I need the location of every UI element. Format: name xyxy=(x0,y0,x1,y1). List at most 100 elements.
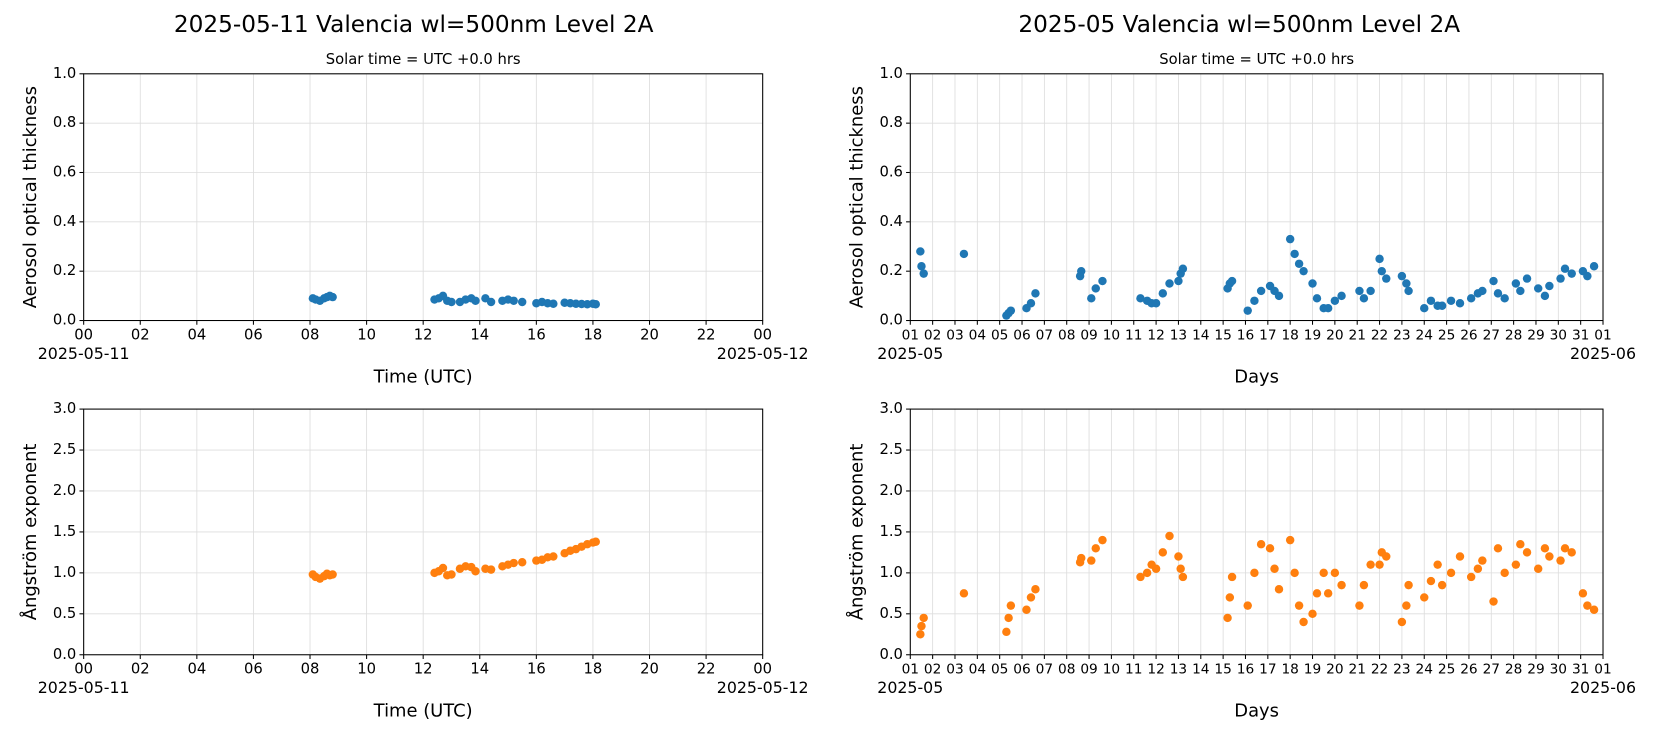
x-date-label: 2025-06 xyxy=(1570,678,1636,697)
point xyxy=(1165,279,1174,288)
plot-frame xyxy=(909,408,1604,656)
point xyxy=(1006,306,1016,315)
point xyxy=(1545,281,1554,291)
point xyxy=(1165,531,1174,541)
point xyxy=(591,537,600,546)
x-axis-label: Time (UTC) xyxy=(373,701,473,722)
y-tick-label: 3.0 xyxy=(53,400,76,417)
point xyxy=(1478,556,1487,565)
point xyxy=(1420,593,1429,602)
point xyxy=(1382,552,1391,561)
point xyxy=(486,297,496,307)
point xyxy=(919,269,928,278)
x-tick-label: 02 xyxy=(131,326,150,343)
y-tick-label: 1.5 xyxy=(53,523,76,540)
y-tick-label: 0.2 xyxy=(879,262,902,279)
x-tick-label: 12 xyxy=(414,661,433,678)
chart-subtitle: Solar time = UTC +0.0 hrs xyxy=(326,51,521,68)
x-tick-label: 26 xyxy=(1460,327,1477,343)
y-tick-label: 0.4 xyxy=(53,213,76,230)
y-axis-label: Aerosol optical thickness xyxy=(847,86,868,308)
point xyxy=(1026,593,1036,602)
point xyxy=(1446,568,1456,578)
point xyxy=(1473,564,1483,573)
x-tick-label: 11 xyxy=(1125,327,1142,343)
y-tick-label: 0.0 xyxy=(879,646,902,663)
x-tick-label: 23 xyxy=(1393,662,1410,678)
point xyxy=(1265,544,1275,553)
point xyxy=(1359,294,1369,303)
point xyxy=(1567,548,1576,557)
point xyxy=(1285,535,1295,545)
point xyxy=(517,297,527,307)
point xyxy=(1466,572,1476,582)
point xyxy=(1466,294,1476,303)
y-tick-label: 0.2 xyxy=(53,262,76,279)
point xyxy=(1397,617,1407,627)
point xyxy=(1077,266,1086,276)
x-tick-label: 16 xyxy=(527,326,546,343)
y-tick-label: 0.0 xyxy=(879,312,902,329)
point xyxy=(1098,535,1107,545)
x-tick-label: 06 xyxy=(1013,662,1030,678)
y-axis-label: Ångström exponent xyxy=(19,444,41,621)
x-tick-label: 14 xyxy=(470,326,489,343)
point xyxy=(1375,560,1384,569)
x-tick-label: 27 xyxy=(1483,662,1500,678)
point xyxy=(1578,589,1588,598)
point xyxy=(959,589,969,598)
x-tick-label: 12 xyxy=(414,326,433,343)
point xyxy=(1355,601,1364,610)
point xyxy=(1274,585,1284,594)
x-tick-label: 14 xyxy=(470,661,489,678)
x-tick-label: 22 xyxy=(697,661,716,678)
x-tick-label: 08 xyxy=(301,661,320,678)
x-tick-label: 30 xyxy=(1550,662,1567,678)
point xyxy=(1556,556,1565,565)
x-tick-label: 00 xyxy=(74,326,93,343)
x-tick-label: 16 xyxy=(1237,327,1254,343)
x-tick-label: 25 xyxy=(1438,327,1455,343)
point xyxy=(917,262,926,271)
x-tick-label: 22 xyxy=(1371,662,1388,678)
point xyxy=(471,296,480,306)
x-tick-label: 20 xyxy=(640,661,659,678)
x-tick-label: 22 xyxy=(1371,327,1388,343)
point xyxy=(1560,544,1570,553)
chart-title: 2025-05-11 Valencia wl=500nm Level 2A xyxy=(174,11,654,38)
point xyxy=(1545,552,1554,561)
point xyxy=(1250,296,1259,306)
x-tick-label: 04 xyxy=(187,326,206,343)
point xyxy=(1091,544,1100,553)
x-tick-label: 10 xyxy=(357,661,376,678)
x-tick-label: 14 xyxy=(1192,327,1209,343)
point xyxy=(1087,556,1096,565)
point xyxy=(1375,254,1384,264)
x-tick-label: 19 xyxy=(1304,327,1321,343)
point xyxy=(917,621,926,631)
x-date-label: 2025-05 xyxy=(877,344,943,363)
point xyxy=(919,613,928,623)
plot-frame xyxy=(909,73,1604,322)
x-tick-label: 12 xyxy=(1147,327,1164,343)
x-date-label: 2025-06 xyxy=(1570,344,1636,363)
x-axis-label: Days xyxy=(1234,701,1279,722)
x-tick-label: 15 xyxy=(1214,327,1231,343)
point xyxy=(1290,249,1299,259)
x-tick-label: 17 xyxy=(1259,662,1276,678)
x-tick-label: 22 xyxy=(697,326,716,343)
x-tick-label: 29 xyxy=(1527,662,1544,678)
x-tick-label: 19 xyxy=(1304,662,1321,678)
point xyxy=(1098,276,1107,286)
point xyxy=(1158,289,1168,298)
y-tick-label: 0.6 xyxy=(879,163,902,180)
point xyxy=(1455,552,1465,561)
x-tick-label: 18 xyxy=(1281,662,1298,678)
point xyxy=(1243,306,1252,315)
x-tick-label: 02 xyxy=(924,662,941,678)
point xyxy=(1256,539,1266,549)
point xyxy=(1243,601,1252,610)
x-tick-label: 18 xyxy=(584,661,603,678)
x-date-label: 2025-05-12 xyxy=(717,344,809,363)
point xyxy=(1174,552,1183,561)
